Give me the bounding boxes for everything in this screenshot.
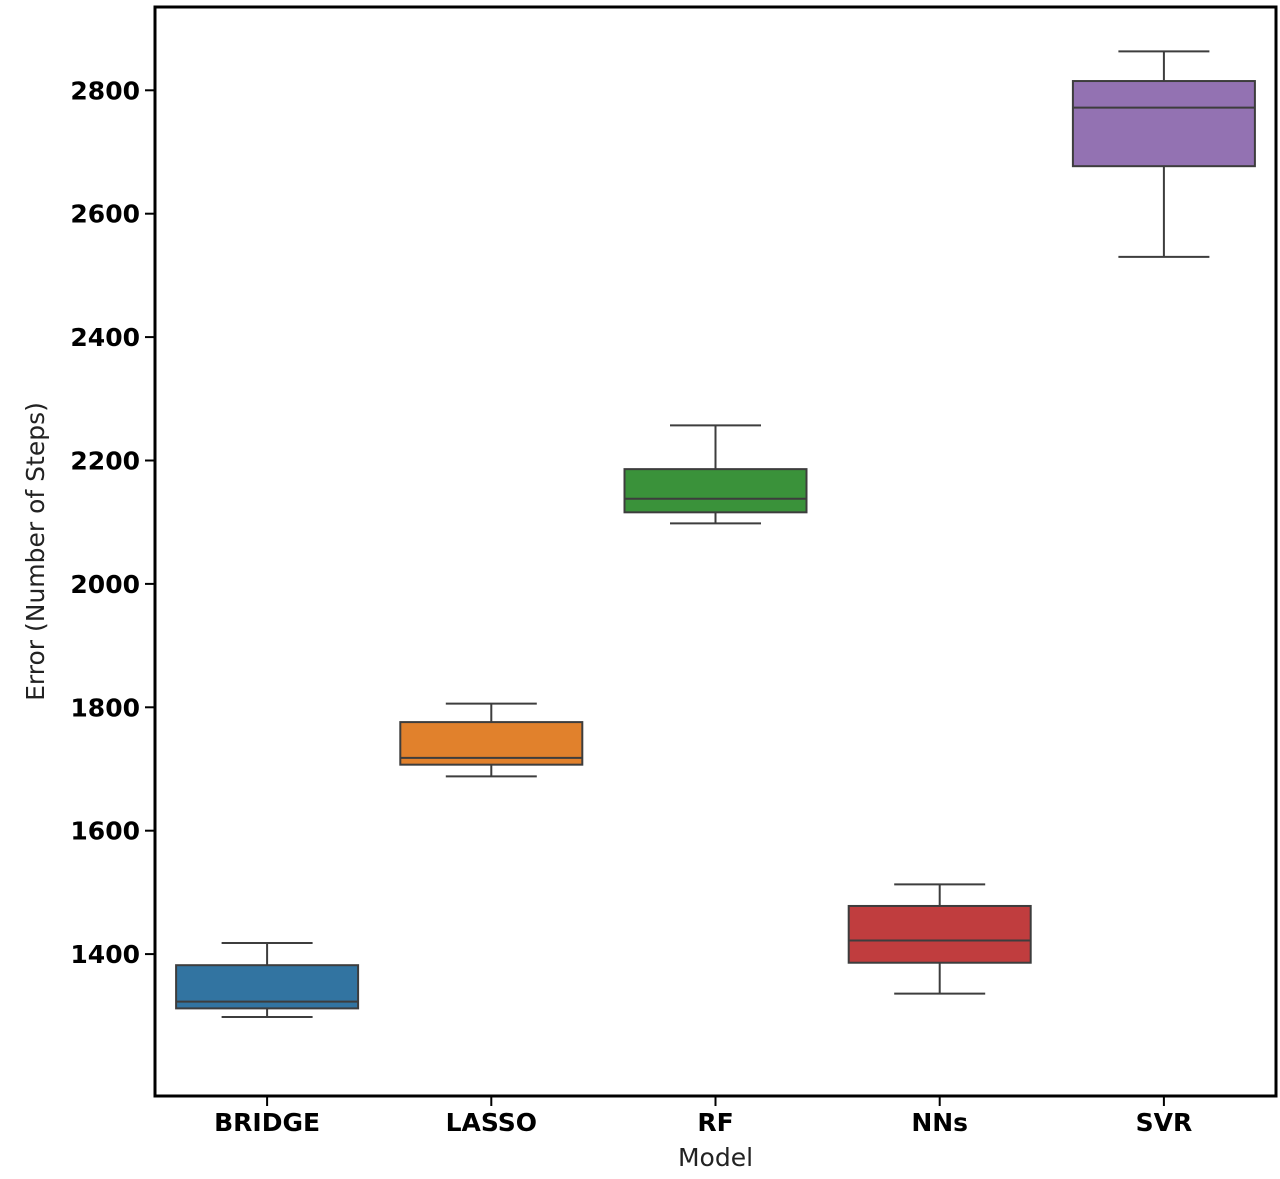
x-tick-label-rf: RF [697, 1108, 733, 1137]
y-tick-label: 1800 [70, 693, 140, 722]
x-tick-label-svr: SVR [1136, 1108, 1193, 1137]
x-axis-label: Model [678, 1143, 753, 1172]
y-tick-label: 2400 [70, 323, 140, 352]
box-iqr [623, 468, 808, 514]
y-tick-label: 2600 [70, 200, 140, 229]
x-axis: BRIDGE LASSO RF NNs SVR [214, 1096, 1192, 1137]
y-tick-label: 2800 [70, 76, 140, 105]
x-tick-label-lasso: LASSO [446, 1108, 537, 1137]
box-bridge [175, 941, 360, 1019]
y-tick-label: 2000 [70, 570, 140, 599]
box-rf [623, 424, 808, 525]
box-lasso [399, 702, 584, 778]
plot-frame [153, 5, 1278, 1098]
box-svr [1071, 50, 1256, 258]
plot-area [175, 50, 1256, 1019]
x-tick-label-nns: NNs [911, 1108, 968, 1137]
x-tick-label-bridge: BRIDGE [214, 1108, 320, 1137]
box-nns [847, 883, 1032, 995]
y-tick-label: 1600 [70, 817, 140, 846]
box-iqr [1071, 80, 1256, 168]
y-axis: 1400 1600 1800 2000 2200 2400 2600 2800 [70, 76, 155, 969]
y-axis-label: Error (Number of Steps) [21, 402, 50, 701]
y-tick-label: 2200 [70, 446, 140, 475]
y-tick-label: 1400 [70, 940, 140, 969]
box-iqr [847, 904, 1032, 964]
